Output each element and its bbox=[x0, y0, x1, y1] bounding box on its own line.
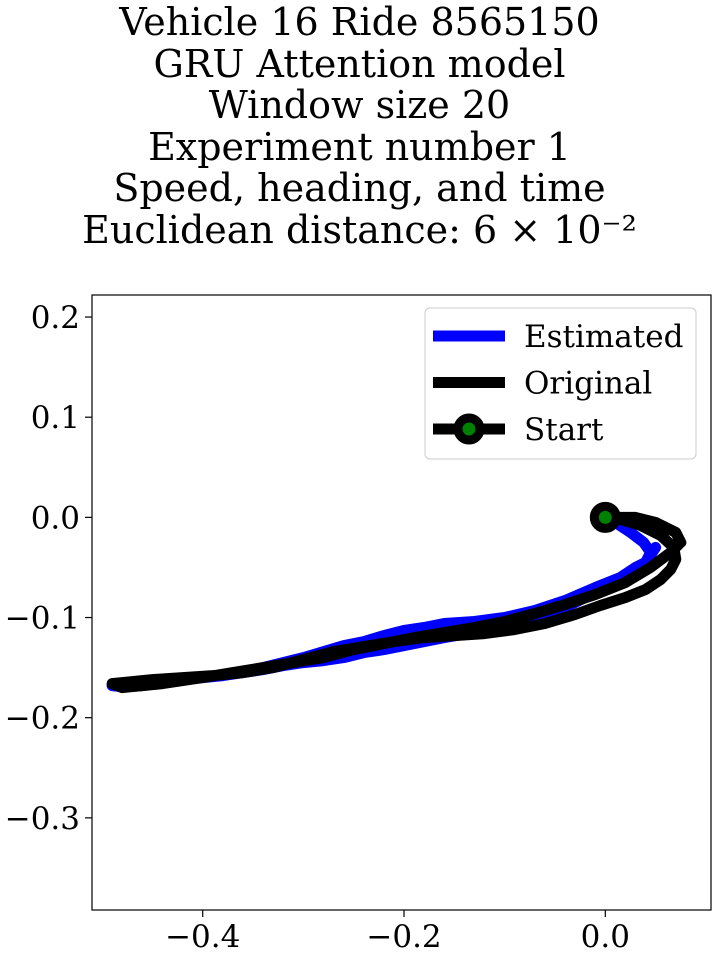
y-tick-label: −0.1 bbox=[5, 601, 80, 637]
chart-title: Vehicle 16 Ride 8565150 GRU Attention mo… bbox=[0, 0, 719, 252]
legend-label: Original bbox=[524, 366, 652, 402]
legend-entry-original: Original bbox=[433, 366, 652, 402]
title-line-5: Speed, heading, and time bbox=[113, 166, 606, 210]
title-line-1: Vehicle 16 Ride 8565150 bbox=[119, 0, 600, 44]
y-tick-label: −0.3 bbox=[5, 801, 80, 837]
start-marker bbox=[589, 501, 621, 533]
series-line-original bbox=[106, 511, 687, 694]
title-line-2: GRU Attention model bbox=[153, 41, 566, 86]
legend: Estimated Original Start bbox=[424, 307, 697, 460]
x-tick-label: −0.2 bbox=[366, 919, 441, 955]
legend-entry-estimated: Estimated bbox=[433, 319, 683, 355]
ticks-layer: −0.4 −0.2 0.0 0.2 0.1 0.0 −0.1 −0.2 −0.3 bbox=[5, 300, 630, 955]
y-tick-label: −0.2 bbox=[5, 701, 80, 737]
legend-box bbox=[424, 307, 697, 460]
title-line-4: Experiment number 1 bbox=[148, 124, 571, 169]
y-tick-label: 0.2 bbox=[31, 300, 80, 336]
series-layer bbox=[106, 501, 687, 694]
legend-start-marker bbox=[453, 413, 485, 445]
legend-entry-start: Start bbox=[433, 412, 604, 448]
axes-frame bbox=[91, 294, 712, 911]
legend-label: Start bbox=[524, 412, 604, 448]
x-tick-label: −0.4 bbox=[165, 919, 240, 955]
legend-label: Estimated bbox=[524, 319, 683, 355]
y-tick-label: 0.1 bbox=[31, 400, 80, 436]
x-tick-label: 0.0 bbox=[581, 919, 630, 955]
title-line-3: Window size 20 bbox=[208, 83, 511, 127]
y-tick-label: 0.0 bbox=[31, 500, 80, 536]
title-line-6: Euclidean distance: 6 × 10⁻² bbox=[82, 207, 637, 252]
